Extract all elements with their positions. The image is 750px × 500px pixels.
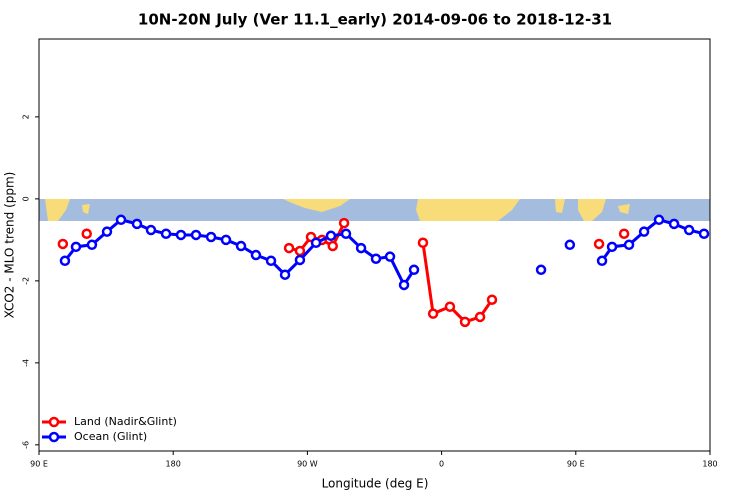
data-point — [294, 254, 306, 266]
data-point — [145, 224, 157, 236]
land-shape — [45, 199, 70, 221]
data-point — [683, 224, 695, 236]
data-point — [131, 218, 143, 230]
legend-label: Land (Nadir&Glint) — [74, 415, 177, 428]
x-tick-label: 90 E — [567, 460, 585, 469]
data-point — [325, 230, 337, 242]
data-point — [175, 229, 187, 241]
x-tick-label: 180 — [166, 460, 181, 469]
x-tick-label: 0 — [439, 460, 444, 469]
data-point — [370, 253, 382, 264]
y-tick-label: -2 — [22, 277, 31, 285]
data-point — [623, 239, 635, 251]
x-axis-label: Longitude (deg E) — [322, 477, 429, 491]
land-shape — [416, 199, 520, 221]
data-point — [427, 308, 439, 319]
y-tick-label: -6 — [22, 441, 31, 449]
data-point — [355, 242, 367, 254]
data-point — [294, 245, 306, 257]
data-point — [384, 251, 396, 262]
ocean-band — [39, 199, 710, 221]
data-point — [618, 228, 630, 239]
x-tick-label: 90 W — [297, 460, 318, 469]
data-point — [190, 229, 202, 241]
data-point — [444, 301, 456, 312]
data-point — [57, 238, 69, 250]
data-point — [340, 228, 352, 239]
data-point — [327, 240, 338, 252]
data-point — [250, 249, 262, 261]
y-tick-label: 2 — [22, 114, 31, 119]
data-point — [593, 238, 605, 250]
land-shape — [578, 199, 606, 221]
data-point — [486, 294, 498, 305]
data-point — [459, 316, 471, 328]
legend-label: Ocean (Glint) — [74, 430, 147, 443]
chart-title: 10N-20N July (Ver 11.1_early) 2014-09-06… — [138, 11, 612, 29]
data-point — [205, 231, 217, 243]
data-point — [101, 226, 113, 237]
data-point — [81, 228, 92, 239]
data-point — [70, 241, 82, 253]
data-point — [265, 255, 277, 267]
y-tick-label: -4 — [22, 359, 31, 367]
data-point — [115, 214, 127, 226]
data-point — [408, 264, 420, 276]
data-point — [596, 255, 608, 267]
legend-marker — [48, 431, 60, 443]
y-axis-label: XCO2 - MLO trend (ppm) — [3, 172, 17, 319]
data-point — [59, 255, 71, 267]
x-tick-label: 180 — [702, 460, 717, 469]
x-tick-label: 90 E — [30, 460, 48, 469]
data-point — [235, 240, 247, 252]
land-shape — [283, 199, 350, 212]
land-shape — [555, 199, 565, 213]
legend-marker — [48, 416, 60, 428]
data-point — [338, 217, 350, 229]
data-point — [283, 242, 295, 254]
data-point — [86, 239, 98, 251]
data-point — [638, 226, 650, 237]
map-strip — [39, 199, 710, 221]
y-tick-label: 0 — [22, 196, 31, 201]
data-point — [698, 228, 710, 239]
data-point — [220, 234, 232, 246]
data-point — [279, 269, 291, 280]
data-point — [653, 214, 665, 226]
data-point — [535, 264, 547, 276]
land-shape — [618, 204, 630, 214]
data-point — [668, 218, 680, 230]
data-point — [606, 241, 618, 253]
data-point — [310, 237, 322, 248]
land-shape — [82, 204, 90, 214]
data-point — [160, 228, 172, 239]
plot-frame — [38, 38, 711, 452]
data-point — [474, 311, 486, 323]
data-point — [417, 237, 429, 248]
data-point — [398, 279, 410, 291]
data-point — [564, 239, 576, 251]
